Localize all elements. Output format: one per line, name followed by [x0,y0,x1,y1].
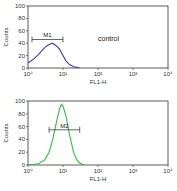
x-tick [168,165,169,167]
x-tick-label: 10⁴ [163,168,173,174]
x-tick-label: 10¹ [59,168,68,174]
gate-label: M1 [43,32,52,38]
gate-end [63,36,64,42]
data-group [28,104,84,165]
y-tick-label: 40 [18,136,25,142]
y-tick [26,30,28,31]
gate-end [49,127,50,133]
annotation: control [98,35,119,42]
y-tick [26,126,28,127]
x-tick-label: 10² [94,71,103,77]
x-tick [28,165,29,167]
y-tick [26,18,28,19]
x-tick [98,68,99,70]
panel: 02040608010010⁰10¹10²10³10⁴FL1-HCountsM1… [3,3,173,85]
gate-end [79,127,80,133]
y-tick-label: 80 [18,111,25,117]
y-tick-label: 40 [18,40,25,46]
y-tick-label: 20 [18,149,25,155]
plot-frame [28,6,168,68]
y-tick-label: 60 [18,28,25,34]
histogram-line [28,43,80,68]
x-tick [133,68,134,70]
y-tick [26,101,28,102]
x-tick [133,165,134,167]
x-axis-label: FL1-H [90,176,107,182]
y-tick [26,43,28,44]
x-tick [168,68,169,70]
x-tick-label: 10³ [129,168,138,174]
y-tick [26,55,28,56]
y-tick [26,139,28,140]
gate-end [31,36,32,42]
x-tick-label: 10⁰ [23,168,33,174]
x-tick [63,68,64,70]
gate-line [49,129,80,130]
y-axis-label: Counts [3,27,9,46]
x-axis-label: FL1-H [90,79,107,85]
y-tick [26,152,28,153]
figure: 02040608010010⁰10¹10²10³10⁴FL1-HCountsM1… [0,0,177,191]
y-axis-label: Counts [3,123,9,142]
x-tick [98,165,99,167]
y-tick-label: 20 [18,53,25,59]
x-tick-label: 10¹ [59,71,68,77]
x-tick-label: 10³ [129,71,138,77]
y-tick-label: 60 [18,124,25,130]
x-tick-label: 10⁰ [23,71,33,77]
plot-frame [28,101,168,165]
y-tick-label: 100 [15,3,26,9]
panel: 02040608010010⁰10¹10²10³10⁴FL1-HCountsM2 [3,98,173,182]
data-group [28,43,80,68]
x-tick [28,68,29,70]
y-tick-label: 100 [15,98,26,104]
y-tick [26,113,28,114]
y-tick-label: 80 [18,15,25,21]
x-tick [63,165,64,167]
y-tick [26,6,28,7]
gate-label: M2 [60,123,69,129]
x-tick-label: 10² [94,168,103,174]
histogram-line [28,104,84,165]
gate-line [32,39,63,40]
x-tick-label: 10⁴ [163,71,173,77]
